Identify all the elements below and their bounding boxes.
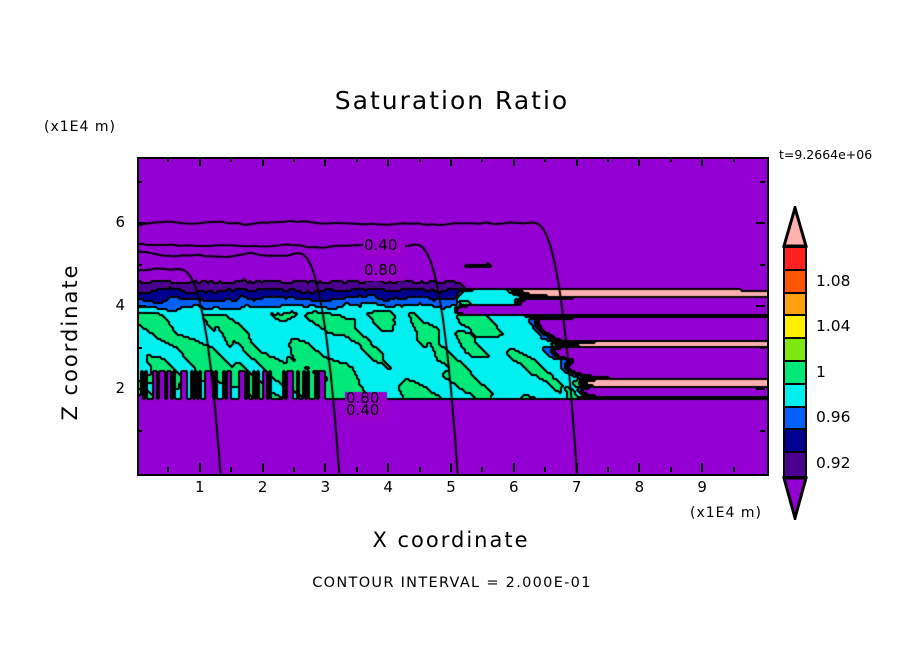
y-axis-minor-tick: [137, 263, 142, 266]
x-axis-major-tick-top: [261, 157, 264, 166]
x-axis-minor-tick: [544, 467, 547, 472]
colorbar-band: [785, 453, 805, 476]
y-axis-minor-tick: [137, 429, 142, 432]
contour-line-label: 0.80: [364, 261, 398, 279]
y-axis-units-label: (x1E4 m): [44, 119, 116, 135]
y-axis-minor-tick: [760, 429, 765, 432]
contour-plot-area: [137, 157, 769, 476]
colorbar-band: [785, 384, 805, 408]
x-axis-tick-label: 7: [571, 478, 582, 496]
x-axis-minor-tick: [355, 157, 358, 162]
x-axis-tick-label: 8: [634, 478, 645, 496]
x-axis-major-tick-top: [387, 157, 390, 166]
y-axis-major-tick: [756, 222, 765, 225]
y-axis-major-tick: [137, 222, 146, 225]
y-axis-major-tick: [137, 388, 146, 391]
colorbar-band: [785, 270, 805, 294]
x-axis-tick-label: 9: [697, 478, 707, 496]
x-axis-major-tick: [198, 463, 201, 472]
contour-line-label: 0.40: [346, 401, 380, 419]
x-axis-minor-tick: [355, 467, 358, 472]
y-axis-tick-label: 2: [115, 379, 125, 398]
x-axis-minor-tick: [732, 157, 735, 162]
colorbar-band: [785, 430, 805, 454]
colorbar-band: [785, 316, 805, 340]
x-axis-major-tick: [261, 463, 264, 472]
time-stamp-label: t=9.2664e+06: [779, 147, 873, 162]
x-axis-major-tick-top: [638, 157, 641, 166]
colorbar-band: [785, 248, 805, 271]
x-axis-minor-tick: [481, 467, 484, 472]
y-axis-major-tick: [756, 305, 765, 308]
x-axis-major-tick-top: [324, 157, 327, 166]
x-axis-minor-tick: [418, 157, 421, 162]
x-axis-major-tick: [450, 463, 452, 472]
colorbar-band: [785, 339, 805, 362]
colorbar-tick-label: 1.04: [816, 317, 851, 336]
x-axis-tick-label: 4: [383, 478, 393, 496]
x-axis-major-tick: [387, 463, 390, 472]
colorbar: [783, 246, 807, 478]
contour-line-label: 0.40: [364, 236, 398, 254]
x-axis-minor-tick: [481, 157, 484, 162]
y-axis-major-tick: [756, 388, 765, 391]
x-axis-minor-tick: [607, 467, 609, 472]
contour-field-canvas: [139, 159, 767, 474]
y-axis-minor-tick: [137, 346, 142, 349]
contour-line-label: 0.80: [346, 389, 380, 407]
x-axis-minor-tick: [293, 157, 295, 162]
x-axis-tick-label: 3: [320, 478, 331, 496]
y-axis-minor-tick: [760, 263, 765, 266]
colorbar-tick-label: 0.92: [816, 454, 851, 472]
x-axis-minor-tick: [167, 467, 170, 472]
x-axis-major-tick: [324, 463, 327, 472]
x-axis-minor-tick: [167, 157, 170, 162]
colorbar-tick-label: 1: [816, 362, 826, 381]
colorbar-over-arrow-icon: [782, 206, 808, 248]
x-axis-title: X coordinate: [372, 528, 530, 552]
x-axis-tick-label: 2: [257, 478, 268, 496]
x-axis-minor-tick: [669, 157, 672, 162]
x-axis-minor-tick: [230, 157, 233, 162]
x-axis-tick-label: 6: [509, 478, 519, 496]
x-axis-minor-tick: [669, 467, 672, 472]
x-axis-minor-tick: [732, 467, 735, 472]
colorbar-band: [785, 407, 805, 431]
y-axis-minor-tick: [760, 180, 765, 183]
x-axis-major-tick-top: [575, 157, 578, 166]
colorbar-tick-label: 1.08: [816, 271, 851, 290]
colorbar-band: [785, 293, 805, 317]
x-axis-minor-tick: [544, 157, 547, 162]
x-axis-minor-tick: [293, 467, 295, 472]
x-axis-units-label: (x1E4 m): [690, 505, 762, 521]
x-axis-major-tick: [638, 463, 641, 472]
x-axis-minor-tick: [607, 157, 609, 162]
x-axis-major-tick: [575, 463, 578, 472]
x-axis-tick-label: 5: [446, 478, 456, 496]
colorbar-band: [785, 362, 805, 385]
colorbar-tick-label: 0.96: [816, 408, 851, 427]
y-axis-major-tick: [137, 305, 146, 308]
x-axis-major-tick-top: [450, 157, 452, 166]
y-axis-minor-tick: [137, 180, 142, 183]
contour-interval-caption: CONTOUR INTERVAL = 2.000E-01: [312, 575, 592, 591]
x-axis-major-tick-top: [701, 157, 704, 166]
colorbar-under-arrow-icon: [782, 476, 808, 520]
y-axis-tick-label: 4: [115, 296, 125, 315]
x-axis-major-tick: [701, 463, 704, 472]
y-axis-minor-tick: [760, 346, 765, 349]
x-axis-minor-tick: [418, 467, 421, 472]
x-axis-minor-tick: [230, 467, 233, 472]
y-axis-title: Z coordinate: [58, 263, 82, 421]
x-axis-major-tick-top: [512, 157, 515, 166]
page-title: Saturation Ratio: [334, 86, 570, 115]
x-axis-major-tick: [512, 463, 515, 472]
x-axis-major-tick-top: [198, 157, 201, 166]
y-axis-tick-label: 6: [115, 213, 125, 232]
x-axis-tick-label: 1: [195, 478, 205, 496]
